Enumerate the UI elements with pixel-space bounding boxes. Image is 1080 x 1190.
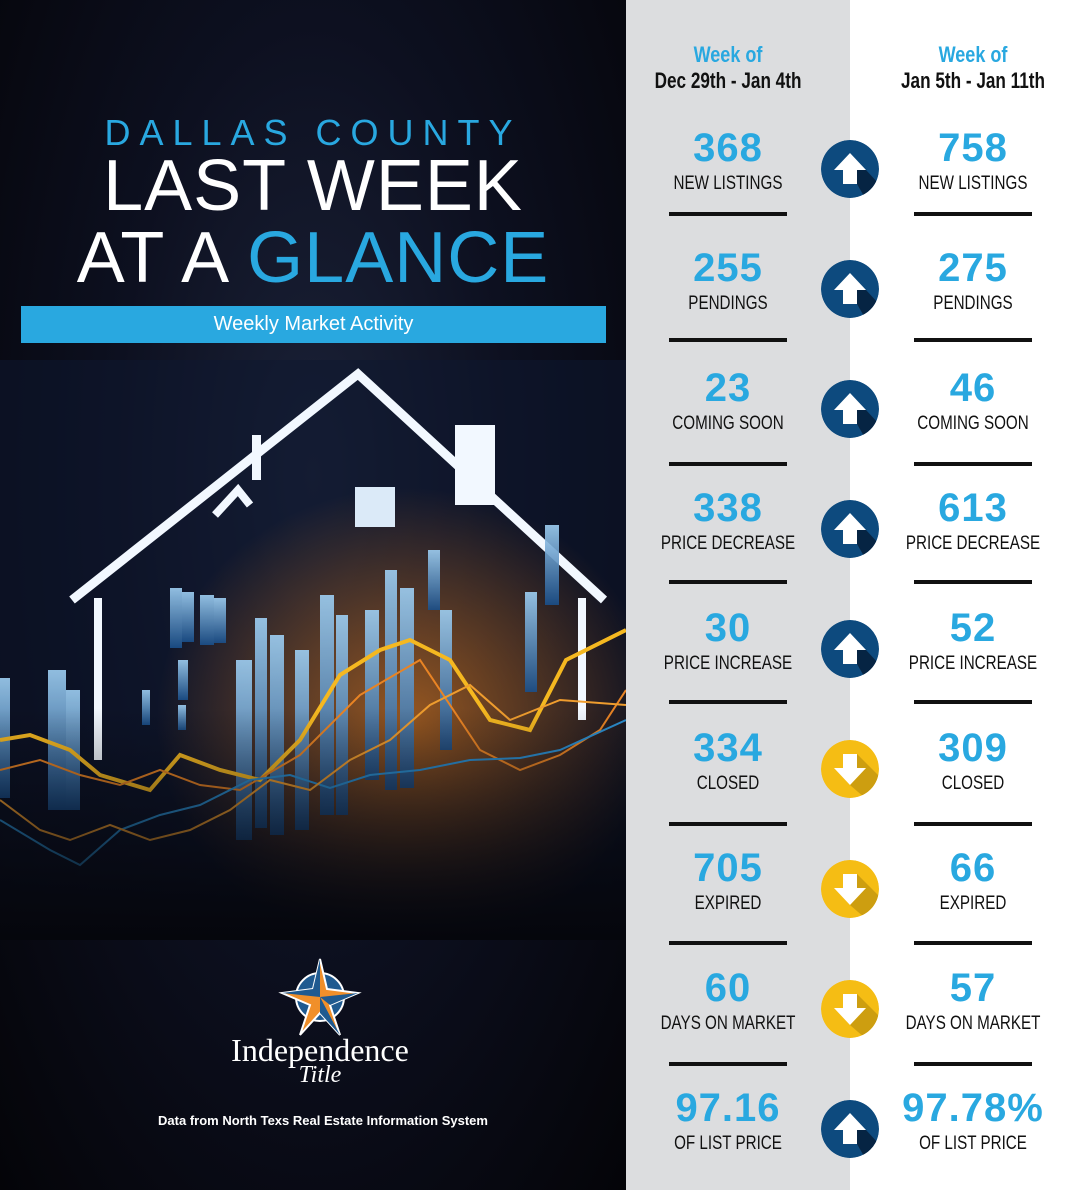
- metric-label: PENDINGS: [933, 293, 1013, 314]
- metric-value: 758: [938, 126, 1008, 170]
- metric-prev-closed: 334 CLOSED: [613, 728, 843, 795]
- metric-value: 57: [949, 966, 997, 1010]
- metric-label: COMING SOON: [917, 413, 1029, 434]
- metric-value: 338: [693, 486, 763, 530]
- title-accent-part: GLANCE: [247, 218, 550, 298]
- current-week-header: Week of Jan 5th - Jan 11th: [858, 42, 1080, 94]
- row-divider: [914, 212, 1032, 216]
- row-divider: [669, 212, 787, 216]
- county-subtitle: DALLAS COUNTY: [104, 112, 522, 153]
- metric-label: DAYS ON MARKET: [660, 1013, 796, 1034]
- row-divider: [669, 1062, 787, 1066]
- arrow-down-icon: [821, 740, 879, 798]
- independence-title-logo: [278, 958, 362, 1036]
- arrow-up-icon: [821, 500, 879, 558]
- row-divider: [669, 338, 787, 342]
- arrow-down-icon: [821, 980, 879, 1038]
- metric-value: 255: [693, 246, 763, 290]
- week-of-label: Week of: [938, 42, 1008, 67]
- data-source-note: Data from North Texs Real Estate Informa…: [158, 1113, 488, 1128]
- metric-prev-pendings: 255 PENDINGS: [613, 248, 843, 315]
- row-divider: [914, 338, 1032, 342]
- metric-value: 613: [938, 486, 1008, 530]
- metric-value: 368: [693, 126, 763, 170]
- hero-panel: DALLAS COUNTY LAST WEEK AT A GLANCE Week…: [0, 0, 626, 1190]
- week-dates: Jan 5th - Jan 11th: [900, 68, 1046, 93]
- metric-label: PRICE DECREASE: [660, 533, 796, 554]
- metric-value: 46: [949, 366, 997, 410]
- metric-curr-price-decrease: 613 PRICE DECREASE: [858, 488, 1080, 555]
- row-divider: [669, 700, 787, 704]
- metric-prev-coming-soon: 23 COMING SOON: [613, 368, 843, 435]
- current-week-column: [850, 0, 1080, 1190]
- row-divider: [669, 941, 787, 945]
- house-chart-illustration: [0, 360, 626, 940]
- arrow-up-icon: [821, 380, 879, 438]
- week-of-label: Week of: [693, 42, 763, 67]
- row-divider: [914, 700, 1032, 704]
- metric-value: 97.78%: [902, 1086, 1044, 1130]
- metric-prev-days-on-market: 60 DAYS ON MARKET: [613, 968, 843, 1035]
- metric-value: 66: [949, 846, 997, 890]
- metric-value: 97.16: [675, 1086, 781, 1130]
- metric-value: 52: [949, 606, 997, 650]
- row-divider: [669, 580, 787, 584]
- arrow-up-icon: [821, 140, 879, 198]
- metric-curr-expired: 66 EXPIRED: [858, 848, 1080, 915]
- metric-prev-price-increase: 30 PRICE INCREASE: [613, 608, 843, 675]
- metric-label: NEW LISTINGS: [673, 173, 783, 194]
- metric-label: PRICE INCREASE: [908, 653, 1038, 674]
- row-divider: [914, 462, 1032, 466]
- arrow-up-icon: [821, 1100, 879, 1158]
- metric-value: 309: [938, 726, 1008, 770]
- arrow-up-icon: [821, 260, 879, 318]
- metric-label: PRICE INCREASE: [663, 653, 793, 674]
- metric-value: 705: [693, 846, 763, 890]
- previous-week-column: [626, 0, 850, 1190]
- metric-prev-expired: 705 EXPIRED: [613, 848, 843, 915]
- row-divider: [914, 1062, 1032, 1066]
- metric-curr-coming-soon: 46 COMING SOON: [858, 368, 1080, 435]
- row-divider: [914, 941, 1032, 945]
- metric-prev-price-decrease: 338 PRICE DECREASE: [613, 488, 843, 555]
- metric-value: 30: [704, 606, 752, 650]
- metric-curr-days-on-market: 57 DAYS ON MARKET: [858, 968, 1080, 1035]
- metric-label: EXPIRED: [694, 893, 762, 914]
- metric-label: EXPIRED: [939, 893, 1007, 914]
- metric-label: PENDINGS: [688, 293, 768, 314]
- metric-curr-new-listings: 758 NEW LISTINGS: [858, 128, 1080, 195]
- metric-label: COMING SOON: [672, 413, 784, 434]
- metric-label: OF LIST PRICE: [674, 1133, 782, 1154]
- metric-curr-of-list-price: 97.78% OF LIST PRICE: [858, 1088, 1080, 1155]
- row-divider: [669, 822, 787, 826]
- arrow-down-icon: [821, 860, 879, 918]
- previous-week-header: Week of Dec 29th - Jan 4th: [613, 42, 843, 94]
- arrow-up-icon: [821, 620, 879, 678]
- metric-curr-closed: 309 CLOSED: [858, 728, 1080, 795]
- metric-label: CLOSED: [696, 773, 760, 794]
- metric-label: PRICE DECREASE: [905, 533, 1041, 554]
- metric-value: 60: [704, 966, 752, 1010]
- metric-label: CLOSED: [941, 773, 1005, 794]
- metric-curr-price-increase: 52 PRICE INCREASE: [858, 608, 1080, 675]
- metric-curr-pendings: 275 PENDINGS: [858, 248, 1080, 315]
- weekly-activity-banner: Weekly Market Activity: [21, 306, 606, 343]
- metric-value: 275: [938, 246, 1008, 290]
- metric-value: 334: [693, 726, 763, 770]
- title-white-part: AT A: [76, 218, 248, 298]
- metric-label: NEW LISTINGS: [918, 173, 1028, 194]
- row-divider: [914, 580, 1032, 584]
- row-divider: [669, 462, 787, 466]
- metric-prev-of-list-price: 97.16 OF LIST PRICE: [613, 1088, 843, 1155]
- row-divider: [914, 822, 1032, 826]
- week-dates: Dec 29th - Jan 4th: [654, 68, 802, 93]
- metric-label: DAYS ON MARKET: [905, 1013, 1041, 1034]
- metric-label: OF LIST PRICE: [919, 1133, 1027, 1154]
- metric-value: 23: [704, 366, 752, 410]
- page-title-line1: LAST WEEK: [103, 146, 523, 226]
- brand-name: Independence: [231, 1032, 409, 1068]
- page-title-line2: AT A GLANCE: [0, 222, 626, 294]
- metric-prev-new-listings: 368 NEW LISTINGS: [613, 128, 843, 195]
- brand-tagline: Title: [298, 1062, 342, 1088]
